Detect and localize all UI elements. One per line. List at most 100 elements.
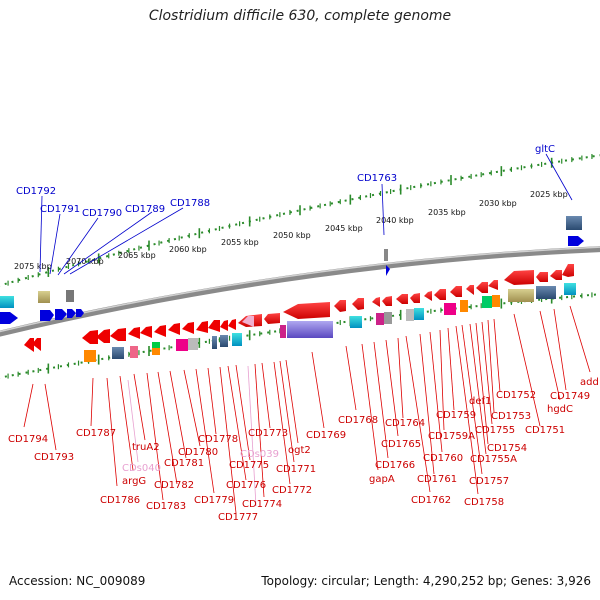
gene-label[interactable]: CD1786 [100, 495, 140, 506]
gene-arrow-reverse[interactable] [550, 270, 562, 280]
gene-arrow-reverse[interactable] [396, 294, 408, 304]
gene-box-reverse[interactable] [112, 347, 124, 359]
gene-arrow-faded[interactable] [242, 316, 254, 327]
gene-arrow-reverse[interactable] [450, 286, 462, 297]
gene-label[interactable]: CD1782 [154, 480, 194, 491]
gene-arrow-reverse[interactable] [264, 313, 280, 324]
gene-label[interactable]: CD1768 [338, 415, 378, 426]
gene-arrow-reverse[interactable] [424, 291, 432, 301]
gene-arrow-reverse[interactable] [24, 338, 34, 352]
gene-arrow-reverse[interactable] [96, 329, 110, 343]
gene-label[interactable]: CD1792 [16, 186, 56, 197]
gene-label[interactable]: CD1775 [229, 460, 269, 471]
gene-label[interactable]: CD1779 [194, 495, 234, 506]
gene-label[interactable]: CD1772 [272, 485, 312, 496]
gene-label[interactable]: CD1766 [375, 460, 415, 471]
gene-label[interactable]: CD1777 [218, 512, 258, 523]
gene-arrow-reverse[interactable] [283, 302, 330, 319]
gene-label[interactable]: CDs040 [122, 463, 161, 474]
gene-label[interactable]: CD1776 [226, 480, 266, 491]
gene-arrow-reverse[interactable] [334, 300, 346, 312]
gene-box-reverse[interactable] [384, 312, 392, 324]
gene-label[interactable]: CD1764 [385, 418, 425, 429]
gene-label[interactable]: CD1781 [164, 458, 204, 469]
gene-box-forward[interactable] [38, 291, 50, 303]
gene-label[interactable]: truA2 [132, 442, 160, 453]
gene-box-reverse[interactable] [152, 342, 160, 348]
gene-box-reverse[interactable] [212, 336, 217, 349]
gene-box-forward[interactable] [0, 296, 14, 308]
gene-label[interactable]: CD1788 [170, 198, 210, 209]
gene-label[interactable]: CD1761 [417, 474, 457, 485]
gene-arrow-reverse[interactable] [382, 296, 392, 306]
gene-box-reverse[interactable] [176, 339, 188, 351]
gene-label[interactable]: argG [122, 476, 146, 487]
gene-arrow-reverse[interactable] [154, 325, 166, 337]
gene-label[interactable]: CD1754 [487, 443, 527, 454]
gene-label[interactable]: hgdC [547, 404, 573, 415]
gene-arrow-reverse[interactable] [372, 297, 380, 307]
gene-box-forward[interactable] [384, 249, 388, 261]
gene-arrow-reverse[interactable] [352, 298, 364, 310]
gene-arrow-reverse[interactable] [504, 270, 534, 285]
gene-label[interactable]: CD1791 [40, 204, 80, 215]
gene-box-reverse[interactable] [492, 295, 500, 307]
gene-label[interactable]: CD1787 [76, 428, 116, 439]
gene-label[interactable]: CD1771 [276, 464, 316, 475]
gene-label[interactable]: CD1778 [198, 434, 238, 445]
gene-label[interactable]: CD1780 [178, 447, 218, 458]
gene-arrow-forward[interactable] [76, 309, 84, 317]
gene-arrow-forward[interactable] [0, 312, 18, 324]
gene-arrow-forward[interactable] [67, 309, 76, 318]
gene-label[interactable]: CD1765 [381, 439, 421, 450]
gene-arrow-reverse[interactable] [434, 289, 446, 300]
gene-arrow-reverse[interactable] [128, 327, 140, 339]
gene-label[interactable]: CD1758 [464, 497, 504, 508]
gene-label[interactable]: CD1774 [242, 499, 282, 510]
gene-label[interactable]: CD1763 [357, 173, 397, 184]
gene-label[interactable]: CD1793 [34, 452, 74, 463]
gene-arrow-reverse[interactable] [228, 319, 236, 330]
gene-box-reverse[interactable] [287, 321, 333, 338]
gene-box-reverse[interactable] [232, 333, 242, 346]
gene-box-reverse[interactable] [460, 300, 468, 312]
gene-arrow-reverse[interactable] [476, 282, 488, 293]
gene-box-reverse[interactable] [376, 313, 384, 325]
gene-label[interactable]: CD1794 [8, 434, 48, 445]
gene-label[interactable]: CD1749 [550, 391, 590, 402]
gene-arrow-reverse[interactable] [220, 320, 228, 331]
gene-arrow-reverse[interactable] [208, 320, 220, 332]
gene-box-forward[interactable] [66, 290, 74, 302]
gene-box-reverse[interactable] [280, 325, 286, 338]
gene-box-reverse[interactable] [130, 346, 138, 358]
gene-label[interactable]: CD1789 [125, 204, 165, 215]
gene-label[interactable]: CD1769 [306, 430, 346, 441]
gene-arrow-reverse[interactable] [140, 326, 152, 338]
gene-arrow-forward[interactable] [386, 265, 390, 276]
gene-label[interactable]: CD1757 [469, 476, 509, 487]
gene-box-reverse[interactable] [188, 338, 198, 350]
gene-arrow-forward[interactable] [40, 310, 54, 321]
gene-label[interactable]: CD1790 [82, 208, 122, 219]
gene-arrow-reverse[interactable] [562, 264, 574, 277]
gene-label[interactable]: gapA [369, 474, 395, 485]
gene-label[interactable]: CD1759 [436, 410, 476, 421]
gene-arrow-reverse[interactable] [410, 293, 420, 303]
gene-label[interactable]: CD1752 [496, 390, 536, 401]
gene-box-forward[interactable] [566, 216, 582, 230]
gene-label[interactable]: CD1760 [423, 453, 463, 464]
gene-label[interactable]: add [580, 377, 599, 388]
gene-arrow-reverse[interactable] [32, 338, 41, 351]
gene-arrow-reverse[interactable] [488, 280, 498, 290]
gene-box-reverse[interactable] [536, 286, 556, 299]
gene-arrow-forward[interactable] [55, 309, 67, 320]
gene-arrow-reverse[interactable] [82, 330, 98, 344]
gene-box-reverse[interactable] [350, 316, 362, 328]
gene-arrow-reverse[interactable] [110, 328, 126, 341]
gene-box-reverse[interactable] [444, 303, 456, 315]
gene-arrow-forward[interactable] [568, 236, 584, 246]
gene-label[interactable]: gltC [535, 144, 555, 155]
gene-label[interactable]: CD1755A [470, 454, 517, 465]
gene-arrow-reverse[interactable] [536, 272, 548, 282]
gene-box-reverse[interactable] [414, 308, 424, 320]
